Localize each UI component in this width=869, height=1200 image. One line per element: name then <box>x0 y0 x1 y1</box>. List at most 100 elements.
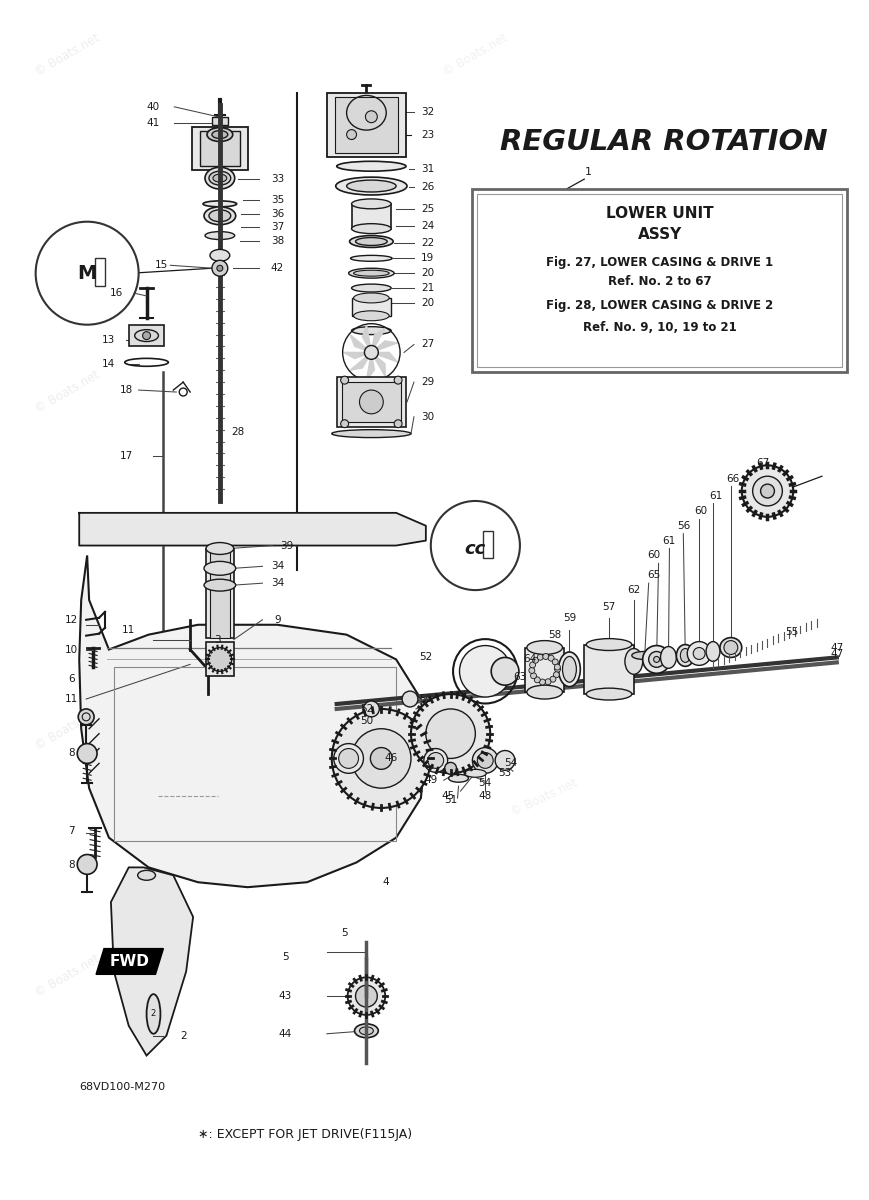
Text: 57: 57 <box>602 602 615 612</box>
Text: 1: 1 <box>585 167 592 178</box>
Polygon shape <box>371 353 397 362</box>
Ellipse shape <box>348 269 395 278</box>
Text: 62: 62 <box>627 586 640 595</box>
Bar <box>114 667 396 841</box>
Text: 25: 25 <box>421 204 434 214</box>
Bar <box>335 97 398 154</box>
Circle shape <box>554 666 561 672</box>
Text: 14: 14 <box>103 359 116 370</box>
Text: LOWER UNIT: LOWER UNIT <box>606 206 713 221</box>
Text: cc: cc <box>465 540 486 558</box>
Polygon shape <box>367 353 375 379</box>
Polygon shape <box>362 325 371 353</box>
Circle shape <box>77 854 97 875</box>
Text: 21: 21 <box>421 283 434 293</box>
Text: 7: 7 <box>68 826 75 835</box>
Text: 51: 51 <box>444 796 457 805</box>
Ellipse shape <box>332 430 411 438</box>
Text: 49: 49 <box>424 775 437 785</box>
Ellipse shape <box>625 648 643 674</box>
Circle shape <box>537 654 543 660</box>
Text: 47: 47 <box>830 642 844 653</box>
Text: M: M <box>77 264 96 283</box>
Text: 8: 8 <box>68 749 75 758</box>
Text: © Boats.net: © Boats.net <box>33 706 102 752</box>
Text: 53: 53 <box>499 768 512 779</box>
Text: 54: 54 <box>479 779 492 788</box>
Ellipse shape <box>364 346 378 359</box>
Ellipse shape <box>559 652 580 686</box>
Ellipse shape <box>205 232 235 240</box>
Ellipse shape <box>527 641 562 654</box>
Polygon shape <box>371 353 385 377</box>
Text: 24: 24 <box>421 221 434 230</box>
Ellipse shape <box>147 994 161 1033</box>
Circle shape <box>402 691 418 707</box>
Text: 48: 48 <box>479 791 492 802</box>
Text: 17: 17 <box>120 451 133 462</box>
Ellipse shape <box>676 644 694 666</box>
Polygon shape <box>79 512 426 546</box>
Text: 34: 34 <box>270 578 284 588</box>
Ellipse shape <box>355 238 388 246</box>
Bar <box>95 258 105 286</box>
Text: 32: 32 <box>421 107 434 116</box>
Text: 66: 66 <box>726 474 740 484</box>
Text: 29: 29 <box>421 377 434 388</box>
Text: 28: 28 <box>231 427 244 437</box>
Circle shape <box>534 677 541 683</box>
Text: 45: 45 <box>441 791 454 802</box>
Text: 18: 18 <box>120 385 133 395</box>
Circle shape <box>212 260 228 276</box>
Circle shape <box>545 679 551 685</box>
Bar <box>336 377 406 427</box>
Text: 2: 2 <box>180 1031 187 1040</box>
Ellipse shape <box>204 562 235 575</box>
Circle shape <box>653 656 660 662</box>
Text: 39: 39 <box>281 540 294 551</box>
Text: © Boats.net: © Boats.net <box>509 776 580 820</box>
Ellipse shape <box>352 728 411 788</box>
Text: 64: 64 <box>523 654 536 665</box>
Text: 11: 11 <box>123 625 136 635</box>
Ellipse shape <box>209 172 231 185</box>
Text: 20: 20 <box>421 268 434 278</box>
Text: 52: 52 <box>419 653 433 662</box>
Ellipse shape <box>426 709 475 758</box>
Ellipse shape <box>210 250 229 262</box>
Text: 22: 22 <box>421 239 434 248</box>
Text: 67: 67 <box>756 458 769 468</box>
Circle shape <box>363 701 379 716</box>
Text: 9: 9 <box>274 614 281 625</box>
Circle shape <box>648 652 665 667</box>
Bar <box>200 131 240 167</box>
Text: 5: 5 <box>342 928 348 937</box>
Circle shape <box>533 658 539 664</box>
Text: 13: 13 <box>103 335 116 344</box>
Text: 10: 10 <box>65 644 78 654</box>
Ellipse shape <box>428 752 444 768</box>
Text: 37: 37 <box>270 222 284 232</box>
Circle shape <box>77 744 97 763</box>
Text: FWD: FWD <box>109 954 149 968</box>
Text: 52: 52 <box>360 704 373 714</box>
Ellipse shape <box>370 748 392 769</box>
Circle shape <box>347 130 356 139</box>
Ellipse shape <box>355 985 377 1007</box>
Ellipse shape <box>355 1024 378 1038</box>
Bar <box>206 548 234 637</box>
Text: 16: 16 <box>110 288 123 298</box>
Ellipse shape <box>706 642 720 661</box>
Text: 58: 58 <box>548 630 561 640</box>
Text: 61: 61 <box>709 491 723 502</box>
Bar <box>210 548 229 637</box>
Circle shape <box>431 500 520 590</box>
Bar <box>192 127 248 170</box>
Text: © Boats.net: © Boats.net <box>441 31 510 79</box>
Ellipse shape <box>491 658 519 685</box>
Ellipse shape <box>753 476 782 506</box>
Polygon shape <box>96 948 163 974</box>
Text: 41: 41 <box>147 118 160 127</box>
Text: 36: 36 <box>270 209 284 218</box>
Text: 4: 4 <box>383 877 389 887</box>
